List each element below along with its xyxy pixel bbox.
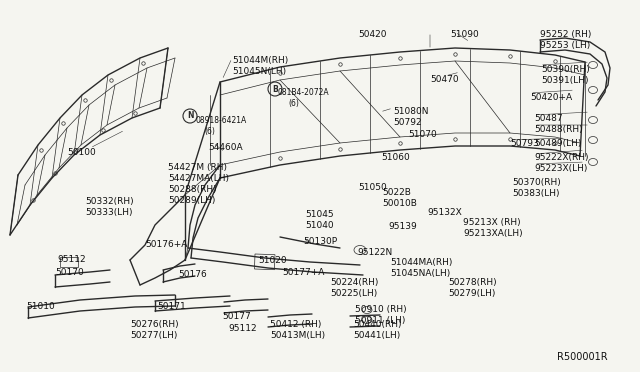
- Text: 50279(LH): 50279(LH): [448, 289, 495, 298]
- Text: 95112: 95112: [57, 255, 86, 264]
- Text: 50420: 50420: [358, 30, 387, 39]
- Text: 50225(LH): 50225(LH): [330, 289, 377, 298]
- Text: 50100: 50100: [67, 148, 96, 157]
- Text: 51040: 51040: [305, 221, 333, 230]
- Text: 50176+A: 50176+A: [145, 240, 188, 249]
- Text: 50224(RH): 50224(RH): [330, 278, 378, 287]
- Text: 50171: 50171: [157, 302, 186, 311]
- Text: 51044MA(RH): 51044MA(RH): [390, 258, 452, 267]
- Text: 54460A: 54460A: [208, 143, 243, 152]
- Text: 50911 (LH): 50911 (LH): [355, 316, 405, 325]
- Text: 50412 (RH): 50412 (RH): [270, 320, 321, 329]
- Text: 50177+A: 50177+A: [282, 268, 324, 277]
- Text: 54427M (RH): 54427M (RH): [168, 163, 227, 172]
- Text: 51010: 51010: [26, 302, 55, 311]
- Text: 08918-6421A: 08918-6421A: [196, 116, 247, 125]
- Text: 50487: 50487: [534, 114, 563, 123]
- Text: 50288(RH): 50288(RH): [168, 185, 216, 194]
- Text: R500001R: R500001R: [557, 352, 607, 362]
- Text: 50177: 50177: [222, 312, 251, 321]
- Text: 5022B: 5022B: [382, 188, 411, 197]
- Text: 50370(RH): 50370(RH): [512, 178, 561, 187]
- Text: 51045N(LH): 51045N(LH): [232, 67, 286, 76]
- Text: 54427MA(LH): 54427MA(LH): [168, 174, 229, 183]
- Text: 95222X(RH): 95222X(RH): [534, 153, 589, 162]
- Text: 51045NA(LH): 51045NA(LH): [390, 269, 451, 278]
- Text: 50170: 50170: [55, 268, 84, 277]
- Text: 95139: 95139: [388, 222, 417, 231]
- Text: 50383(LH): 50383(LH): [512, 189, 559, 198]
- Text: B: B: [272, 84, 278, 93]
- Text: 50289(LH): 50289(LH): [168, 196, 216, 205]
- Text: 50488(RH): 50488(RH): [534, 125, 582, 134]
- Text: 95252 (RH): 95252 (RH): [540, 30, 591, 39]
- Text: 50332(RH): 50332(RH): [85, 197, 134, 206]
- Text: 50420+A: 50420+A: [530, 93, 572, 102]
- Bar: [60, 257, 78, 267]
- Text: 95122N: 95122N: [357, 248, 392, 257]
- Text: 95213XA(LH): 95213XA(LH): [463, 229, 523, 238]
- Text: 50391(LH): 50391(LH): [541, 76, 589, 85]
- Text: 50278(RH): 50278(RH): [448, 278, 497, 287]
- Text: 95132X: 95132X: [427, 208, 461, 217]
- Text: 50489(LH): 50489(LH): [534, 139, 581, 148]
- Text: 50390(RH): 50390(RH): [541, 65, 589, 74]
- Text: 50441(LH): 50441(LH): [353, 331, 400, 340]
- Text: 50470: 50470: [430, 75, 459, 84]
- Text: 95213X (RH): 95213X (RH): [463, 218, 520, 227]
- Text: 50277(LH): 50277(LH): [130, 331, 177, 340]
- Text: 50792: 50792: [393, 118, 422, 127]
- Text: (6): (6): [288, 99, 299, 108]
- Text: 50010B: 50010B: [382, 199, 417, 208]
- Bar: [255, 254, 275, 270]
- Text: 51070: 51070: [408, 130, 436, 139]
- Text: 95112: 95112: [228, 324, 257, 333]
- Text: (6): (6): [204, 127, 215, 136]
- Text: 51020: 51020: [258, 256, 287, 265]
- Text: 50440(RH): 50440(RH): [353, 320, 401, 329]
- Text: 51044M(RH): 51044M(RH): [232, 56, 288, 65]
- Text: 51050: 51050: [358, 183, 387, 192]
- Text: 51045: 51045: [305, 210, 333, 219]
- Text: 51060: 51060: [381, 153, 410, 162]
- Text: N: N: [187, 112, 193, 121]
- Text: 50276(RH): 50276(RH): [130, 320, 179, 329]
- Text: 50333(LH): 50333(LH): [85, 208, 132, 217]
- Text: 50130P: 50130P: [303, 237, 337, 246]
- Text: 95253 (LH): 95253 (LH): [540, 41, 590, 50]
- Text: 51080N: 51080N: [393, 107, 429, 116]
- Text: 95223X(LH): 95223X(LH): [534, 164, 588, 173]
- Text: 50413M(LH): 50413M(LH): [270, 331, 325, 340]
- Text: 50910 (RH): 50910 (RH): [355, 305, 406, 314]
- Text: 081B4-2072A: 081B4-2072A: [278, 88, 330, 97]
- Text: 51090: 51090: [450, 30, 479, 39]
- Text: 50176: 50176: [178, 270, 207, 279]
- Text: 50793: 50793: [510, 139, 539, 148]
